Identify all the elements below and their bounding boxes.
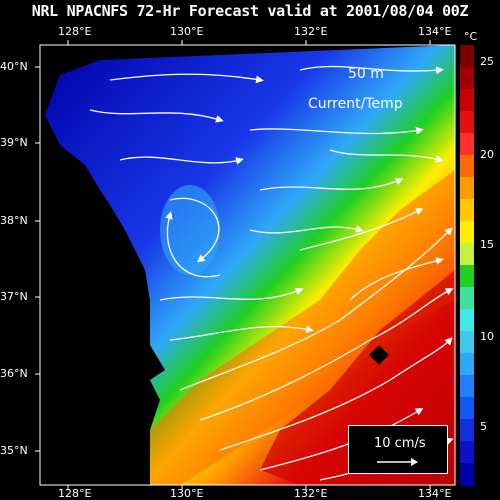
colorbar-segment: [460, 265, 474, 288]
colorbar-segment: [460, 463, 474, 486]
colorbar-tick-15: 15: [480, 238, 494, 251]
lon-tick-134-bottom: 134°E: [418, 487, 452, 500]
plot-frame: [39, 44, 456, 486]
cold-eddy: [160, 185, 220, 275]
colorbar-tick-25: 25: [480, 55, 494, 68]
current-streamlines: [89, 65, 454, 481]
legend-label: 10 cm/s: [374, 436, 426, 451]
field-label: Current/Temp: [308, 96, 403, 112]
lat-tick-37: 37°N: [0, 290, 28, 303]
colorbar-segment: [460, 375, 474, 398]
lat-tick-36: 36°N: [0, 367, 28, 380]
lon-tick-130-bottom: 130°E: [170, 487, 204, 500]
lon-tick-128-top: 128°E: [58, 25, 92, 38]
lat-tick-39: 39°N: [0, 136, 28, 149]
legend-arrow-icon: [377, 458, 418, 466]
colorbar-segment: [460, 177, 474, 200]
colorbar-tick-10: 10: [480, 330, 494, 343]
colorbar-segment: [460, 419, 474, 442]
warm-current-band: [150, 170, 455, 485]
colorbar-segment: [460, 309, 474, 332]
lon-tick-132-bottom: 132°E: [294, 487, 328, 500]
lat-tick-40: 40°N: [0, 60, 28, 73]
colorbar-segment: [460, 45, 474, 68]
colorbar-segment: [460, 111, 474, 134]
lon-tick-128-bottom: 128°E: [58, 487, 92, 500]
colorbar-segment: [460, 243, 474, 266]
lat-tick-38: 38°N: [0, 214, 28, 227]
colorbar-segment: [460, 221, 474, 244]
colorbar-segment: [460, 155, 474, 178]
velocity-legend: 10 cm/s: [348, 425, 448, 474]
colorbar-segment: [460, 89, 474, 112]
lon-tick-130-top: 130°E: [170, 25, 204, 38]
colorbar-segment: [460, 397, 474, 420]
colorbar-tick-5: 5: [480, 420, 487, 433]
colorbar-tick-20: 20: [480, 148, 494, 161]
colorbar-unit: °C: [464, 30, 478, 43]
colorbar-segment: [460, 133, 474, 156]
colorbar-segment: [460, 353, 474, 376]
colorbar-segment: [460, 331, 474, 354]
temperature-colorbar: [460, 45, 474, 486]
colorbar-segment: [460, 67, 474, 90]
depth-label: 50 m: [348, 66, 384, 82]
colorbar-segment: [460, 199, 474, 222]
axis-ticks: [35, 40, 431, 490]
island: [369, 345, 389, 365]
map-title: NRL NPACNFS 72-Hr Forecast valid at 2001…: [31, 2, 469, 20]
colorbar-segment: [460, 287, 474, 310]
lat-tick-35: 35°N: [0, 444, 28, 457]
lon-tick-134-top: 134°E: [418, 25, 452, 38]
colorbar-segment: [460, 441, 474, 464]
lon-tick-132-top: 132°E: [294, 25, 328, 38]
